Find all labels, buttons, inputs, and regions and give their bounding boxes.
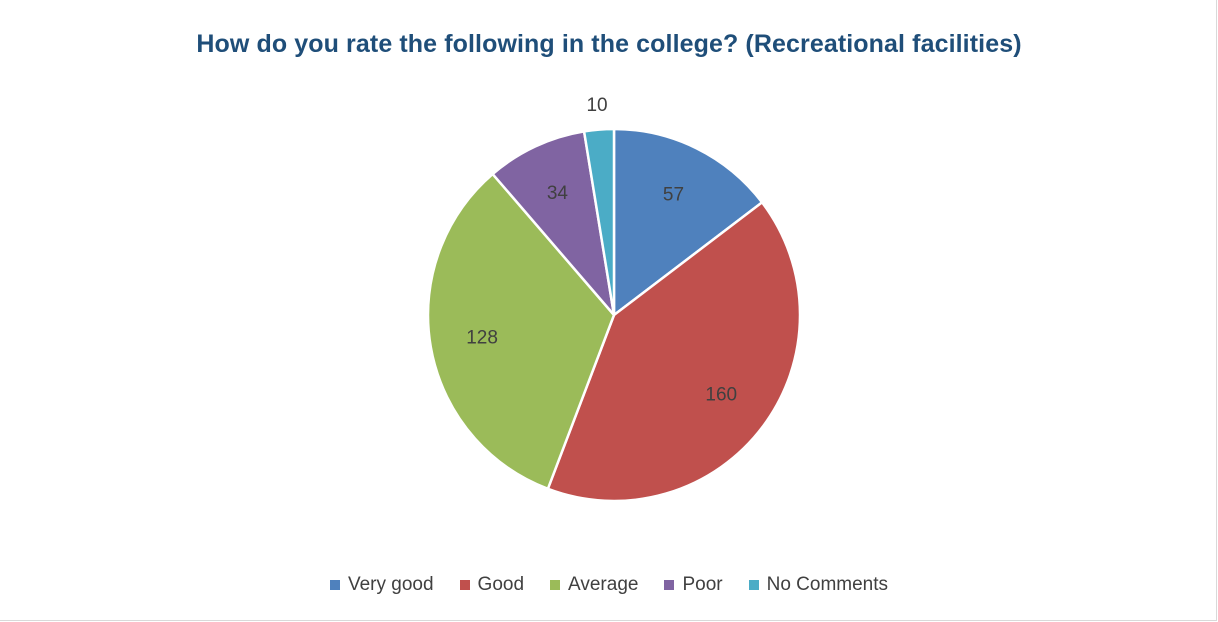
- legend-swatch-poor: [664, 580, 675, 590]
- legend-label-poor: Poor: [682, 574, 723, 595]
- legend-label-very-good: Very good: [347, 574, 434, 595]
- chart-legend: Very good Good Average Poor No Comments: [0, 574, 1218, 596]
- pie-slice-average: [426, 172, 616, 491]
- legend-item-average: Average: [550, 574, 638, 596]
- legend-item-good: Good: [459, 574, 525, 596]
- legend-swatch-average: [550, 580, 561, 590]
- data-label-very-good: 57: [663, 185, 684, 206]
- legend-swatch-good: [459, 580, 470, 590]
- pie-slice-no-comments: [582, 127, 616, 317]
- legend-item-no-comments: No Comments: [748, 574, 889, 596]
- legend-swatch-no-comments: [748, 580, 759, 590]
- pie-slice-good: [546, 201, 802, 503]
- legend-label-no-comments: No Comments: [766, 574, 889, 595]
- data-label-poor: 34: [547, 183, 569, 204]
- legend-label-good: Good: [477, 574, 525, 595]
- chart-title: How do you rate the following in the col…: [196, 30, 1022, 58]
- legend-swatch-very-good: [329, 580, 340, 590]
- data-label-good: 160: [705, 385, 737, 406]
- pie-slice-poor: [491, 130, 616, 317]
- legend-item-very-good: Very good: [329, 574, 434, 596]
- legend-item-poor: Poor: [664, 574, 723, 596]
- data-label-average: 128: [466, 328, 498, 349]
- legend-label-average: Average: [568, 574, 639, 595]
- data-label-no-comments: 10: [586, 95, 607, 116]
- pie-slice-very-good: [612, 127, 764, 317]
